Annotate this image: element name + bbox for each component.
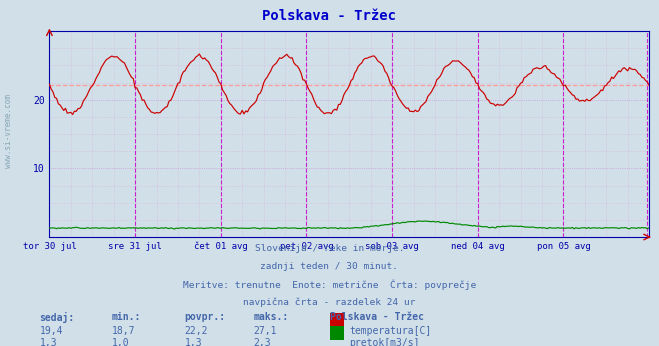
Text: 1,0: 1,0 xyxy=(112,338,130,346)
Text: zadnji teden / 30 minut.: zadnji teden / 30 minut. xyxy=(260,262,399,271)
Text: Polskava - Tržec: Polskava - Tržec xyxy=(330,312,424,322)
Text: Polskava - Tržec: Polskava - Tržec xyxy=(262,9,397,22)
Text: sedaj:: sedaj: xyxy=(40,312,74,323)
Text: 18,7: 18,7 xyxy=(112,326,136,336)
Text: min.:: min.: xyxy=(112,312,142,322)
Text: Slovenija / reke in morje.: Slovenija / reke in morje. xyxy=(255,244,404,253)
Text: povpr.:: povpr.: xyxy=(185,312,225,322)
Text: 1,3: 1,3 xyxy=(185,338,202,346)
Text: pretok[m3/s]: pretok[m3/s] xyxy=(349,338,420,346)
Text: 22,2: 22,2 xyxy=(185,326,208,336)
Text: Meritve: trenutne  Enote: metrične  Črta: povprečje: Meritve: trenutne Enote: metrične Črta: … xyxy=(183,280,476,290)
Text: temperatura[C]: temperatura[C] xyxy=(349,326,432,336)
Text: navpična črta - razdelek 24 ur: navpična črta - razdelek 24 ur xyxy=(243,298,416,307)
Text: 27,1: 27,1 xyxy=(254,326,277,336)
Text: 19,4: 19,4 xyxy=(40,326,63,336)
Text: 1,3: 1,3 xyxy=(40,338,57,346)
Text: 2,3: 2,3 xyxy=(254,338,272,346)
Text: www.si-vreme.com: www.si-vreme.com xyxy=(4,94,13,169)
Text: maks.:: maks.: xyxy=(254,312,289,322)
